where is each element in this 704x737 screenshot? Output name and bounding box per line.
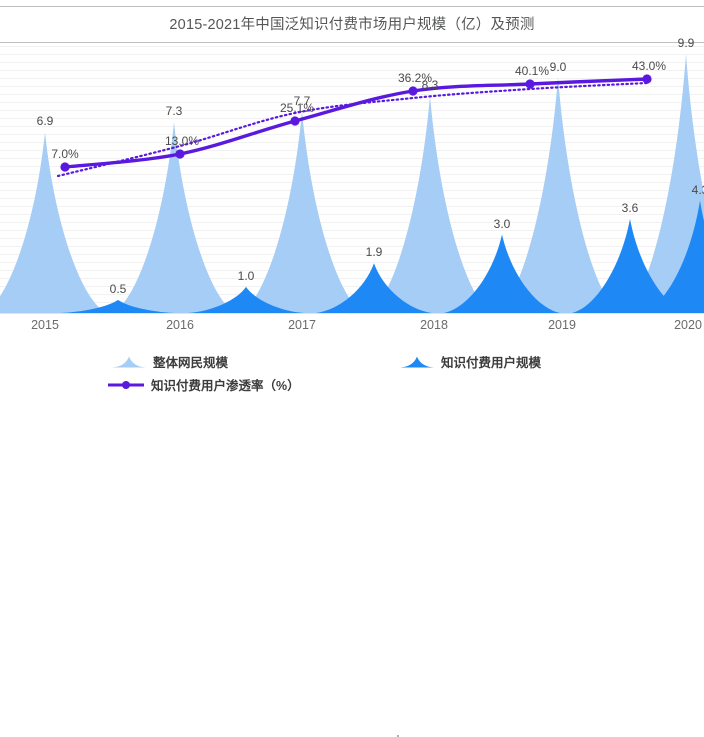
value-label-paid-users: 0.5 xyxy=(109,281,127,296)
x-axis-tick-2018: 2018 xyxy=(420,318,448,332)
legend-label: 知识付费用户规模 xyxy=(441,356,542,370)
penetration-rate-marker[interactable] xyxy=(525,79,535,89)
value-label-paid-users: 1.9 xyxy=(365,245,383,260)
header-rule-top xyxy=(0,6,704,7)
spike-overall-users xyxy=(0,132,107,313)
value-label-overall-users: 7.3 xyxy=(165,104,183,119)
x-axis-tick-2017: 2017 xyxy=(288,318,316,332)
legend-item-paid-users[interactable]: 知识付费用户规模 xyxy=(400,352,541,371)
penetration-rate-marker[interactable] xyxy=(642,74,652,84)
spike-paid-users xyxy=(444,234,560,313)
legend-label: 整体网民规模 xyxy=(153,356,229,370)
x-axis-tick-2016: 2016 xyxy=(166,318,194,332)
penetration-rate-marker[interactable] xyxy=(290,116,300,126)
penetration-rate-marker[interactable] xyxy=(408,86,418,96)
spike-overall-users xyxy=(368,95,492,313)
penetration-rate-line xyxy=(63,77,649,169)
spike-bars-layer xyxy=(0,54,704,313)
chart-title: 2015-2021年中国泛知识付费市场用户规模（亿）及预测 xyxy=(169,17,535,33)
x-axis-tick-2020: 2020 xyxy=(674,318,702,332)
spike-overall-users xyxy=(624,54,704,313)
spike-light-blue-icon xyxy=(112,356,146,367)
axis-baseline xyxy=(0,313,704,314)
penetration-rate-marker[interactable] xyxy=(60,162,70,172)
line-marker-purple-icon xyxy=(108,380,144,389)
value-label-penetration-rate: 43.0% xyxy=(631,59,667,73)
legend-item-overall-users[interactable]: 整体网民规模 xyxy=(112,352,228,371)
legend-item-penetration-rate[interactable]: 知识付费用户渗透率（%） xyxy=(108,375,300,394)
value-label-penetration-rate: 40.1% xyxy=(514,64,550,78)
spike-overall-users xyxy=(496,77,620,313)
spike-paid-users xyxy=(60,299,176,313)
x-axis: 2015 2016 2017 2018 2019 2020 xyxy=(0,318,704,338)
value-label-paid-users: 3.6 xyxy=(621,200,639,215)
value-label-overall-users: 7.7 xyxy=(293,93,311,108)
penetration-rate-marker[interactable] xyxy=(175,149,185,159)
value-label-penetration-rate: 7.0% xyxy=(51,147,79,161)
spike-paid-users xyxy=(188,286,304,313)
trend-dotted-line xyxy=(56,81,649,178)
spike-blue-icon xyxy=(400,356,434,367)
spike-overall-users xyxy=(240,111,364,313)
value-label-penetration-rate: 36.2% xyxy=(397,71,433,85)
spike-paid-users xyxy=(642,200,704,313)
plot-area xyxy=(0,46,704,314)
chart-container: 2015-2021年中国泛知识付费市场用户规模（亿）及预测 6.9 7.3 7.7 8… xyxy=(0,6,704,737)
spike-paid-users xyxy=(572,218,688,313)
spike-overall-users xyxy=(112,122,236,313)
value-label-paid-users: 1.0 xyxy=(237,268,255,283)
value-label-overall-users: 9.0 xyxy=(549,59,567,74)
value-label-penetration-rate: 13.0% xyxy=(164,134,200,148)
value-label-paid-users: 4.3 xyxy=(691,182,704,197)
penetration-line-layer xyxy=(56,74,652,178)
value-label-paid-users: 3.0 xyxy=(493,216,511,231)
x-axis-tick-2019: 2019 xyxy=(548,318,576,332)
header-rule-bottom xyxy=(0,42,704,43)
value-label-overall-users: 8.3 xyxy=(421,77,439,92)
spike-paid-users xyxy=(316,263,432,313)
value-label-overall-users: 9.9 xyxy=(677,36,695,50)
legend-label: 知识付费用户渗透率（%） xyxy=(151,379,300,393)
x-axis-tick-2015: 2015 xyxy=(31,318,59,332)
value-label-penetration-rate: 25.1% xyxy=(279,101,315,115)
chart-legend: 整体网民规模 知识付费用户规模 知识付费用户渗透率（%） xyxy=(0,350,704,737)
value-label-overall-users: 6.9 xyxy=(36,114,54,129)
